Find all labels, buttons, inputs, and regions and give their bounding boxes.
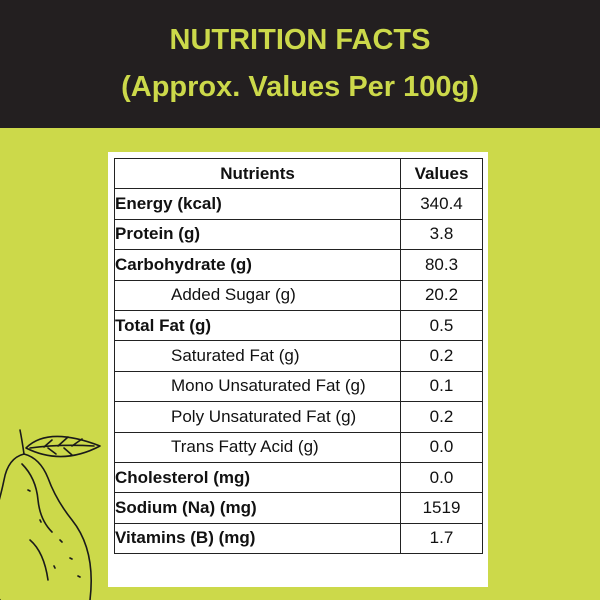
table-header-row: Nutrients Values	[114, 157, 483, 190]
guava-icon	[0, 429, 101, 600]
nutrient-name: Sodium (Na) (mg)	[114, 492, 401, 524]
header-banner: NUTRITION FACTS (Approx. Values Per 100g…	[0, 0, 600, 128]
nutrient-value: 20.2	[400, 279, 483, 311]
nutrient-value: 0.2	[400, 340, 483, 372]
nutrient-name: Saturated Fat (g)	[114, 340, 401, 372]
table-row: Energy (kcal) 340.4	[114, 188, 483, 220]
table-row: Sodium (Na) (mg) 1519	[114, 492, 483, 524]
nutrient-value: 1519	[400, 492, 483, 524]
nutrient-name: Mono Unsaturated Fat (g)	[114, 370, 401, 403]
nutrient-name: Added Sugar (g)	[114, 279, 401, 311]
table-row: Carbohydrate (g) 80.3	[114, 249, 483, 281]
nutrient-name: Protein (g)	[114, 218, 401, 251]
nutrient-name: Poly Unsaturated Fat (g)	[114, 401, 401, 433]
nutrient-name: Carbohydrate (g)	[114, 249, 401, 281]
page-title: NUTRITION FACTS	[169, 24, 431, 56]
nutrient-value: 1.7	[400, 522, 483, 555]
table-row: Trans Fatty Acid (g) 0.0	[114, 431, 483, 463]
table-row: Vitamins (B) (mg) 1.7	[114, 522, 483, 555]
nutrient-name: Total Fat (g)	[114, 309, 401, 342]
table-row: Cholesterol (mg) 0.0	[114, 461, 483, 494]
table-row: Total Fat (g) 0.5	[114, 309, 483, 342]
nutrient-value: 0.1	[400, 370, 483, 403]
nutrient-value: 80.3	[400, 249, 483, 281]
nutrient-name: Vitamins (B) (mg)	[114, 522, 401, 555]
page-subtitle: (Approx. Values Per 100g)	[121, 71, 479, 103]
nutrient-name: Cholesterol (mg)	[114, 461, 401, 494]
nutrient-name: Energy (kcal)	[114, 188, 401, 220]
table-row: Protein (g) 3.8	[114, 218, 483, 251]
table-row: Poly Unsaturated Fat (g) 0.2	[114, 401, 483, 433]
nutrient-name: Trans Fatty Acid (g)	[114, 431, 401, 463]
nutrient-value: 0.0	[400, 461, 483, 494]
column-header-values: Values	[400, 157, 483, 190]
nutrition-table: Nutrients Values Energy (kcal) 340.4 Pro…	[114, 157, 483, 555]
nutrient-value: 0.2	[400, 401, 483, 433]
column-header-nutrients: Nutrients	[114, 157, 401, 190]
nutrient-value: 340.4	[400, 188, 483, 220]
table-row: Mono Unsaturated Fat (g) 0.1	[114, 370, 483, 403]
table-row: Saturated Fat (g) 0.2	[114, 340, 483, 372]
nutrient-value: 0.0	[400, 431, 483, 463]
nutrient-value: 0.5	[400, 309, 483, 342]
table-row: Added Sugar (g) 20.2	[114, 279, 483, 311]
nutrient-value: 3.8	[400, 218, 483, 251]
